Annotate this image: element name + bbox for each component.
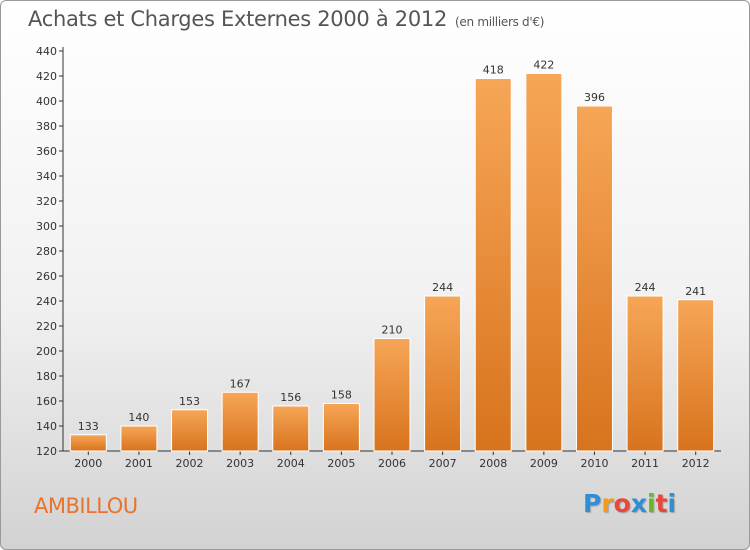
y-tick-label: 220 xyxy=(36,320,57,333)
data-label-2004: 156 xyxy=(280,391,301,404)
logo-letter: i xyxy=(647,489,656,518)
x-tick-label: 2000 xyxy=(74,457,102,470)
bar-2008 xyxy=(474,78,512,452)
bar-2007 xyxy=(424,295,462,452)
bar-2005 xyxy=(322,403,360,452)
data-label-2001: 140 xyxy=(128,411,149,424)
y-tick-label: 300 xyxy=(36,220,57,233)
y-tick-label: 320 xyxy=(36,195,57,208)
y-tick-label: 420 xyxy=(36,70,57,83)
proxiti-logo[interactable]: Proxiti xyxy=(583,489,676,518)
data-label-2009: 422 xyxy=(533,59,554,72)
chart-title: Achats et Charges Externes 2000 à 2012 (e… xyxy=(28,7,544,31)
title-text: Achats et Charges Externes 2000 à 2012 xyxy=(28,7,448,31)
y-tick-label: 280 xyxy=(36,245,57,258)
data-label-2003: 167 xyxy=(230,377,251,390)
y-axis: 120 140 160 180 200 220 240 260 280 300 320 340 360 3… xyxy=(36,45,64,458)
x-tick-label: 2003 xyxy=(226,457,254,470)
x-tick-label: 2006 xyxy=(378,457,406,470)
bar-2001 xyxy=(120,425,158,452)
data-label-2006: 210 xyxy=(382,324,403,337)
x-tick-label: 2010 xyxy=(580,457,608,470)
y-tick-label: 180 xyxy=(36,370,57,383)
bar-2002 xyxy=(171,409,209,452)
y-tick-label: 240 xyxy=(36,295,57,308)
logo-letter: r xyxy=(601,489,614,518)
y-tick-label: 140 xyxy=(36,420,57,433)
y-tick-label: 380 xyxy=(36,120,57,133)
bar-2004 xyxy=(272,405,310,452)
bar-2003 xyxy=(221,391,259,452)
data-label-2011: 244 xyxy=(635,281,656,294)
y-tick-label: 260 xyxy=(36,270,57,283)
bar-2012 xyxy=(677,299,715,452)
data-label-2002: 153 xyxy=(179,395,200,408)
logo-letter: i xyxy=(667,489,677,518)
y-tick-label: 440 xyxy=(36,45,57,58)
logo-letter: x xyxy=(630,489,647,518)
data-label-2012: 241 xyxy=(685,285,706,298)
bar-2010 xyxy=(575,105,613,452)
bar-2011 xyxy=(626,295,664,452)
data-label-2010: 396 xyxy=(584,91,605,104)
y-tick-label: 340 xyxy=(36,170,57,183)
data-label-2007: 244 xyxy=(432,281,453,294)
logo-letter: o xyxy=(613,489,631,518)
x-tick-label: 2008 xyxy=(479,457,507,470)
x-tick-label: 2011 xyxy=(631,457,659,470)
logo-letter: P xyxy=(583,489,602,518)
x-tick-label: 2009 xyxy=(530,457,558,470)
y-tick-label: 120 xyxy=(36,445,57,458)
data-label-2005: 158 xyxy=(331,389,352,402)
bar-2009 xyxy=(525,73,563,452)
y-tick-label: 160 xyxy=(36,395,57,408)
unit-label: (en milliers d'€) xyxy=(455,15,545,29)
x-axis: 2000 2001 2002 2003 2004 2005 2006 2007 2008 2009… xyxy=(63,450,721,470)
data-label-2008: 418 xyxy=(483,64,504,77)
logo-letter: t xyxy=(655,489,668,518)
data-labels: 133 140 153 167 156 158 210 244 418 422 396 244 241 xyxy=(78,59,706,433)
data-label-2000: 133 xyxy=(78,420,99,433)
x-tick-label: 2012 xyxy=(682,457,710,470)
x-tick-label: 2007 xyxy=(429,457,457,470)
x-tick-label: 2002 xyxy=(176,457,204,470)
commune-name: AMBILLOU xyxy=(34,494,138,518)
bars xyxy=(69,73,715,452)
bar-2000 xyxy=(69,434,107,452)
y-tick-label: 360 xyxy=(36,145,57,158)
y-tick-label: 200 xyxy=(36,345,57,358)
x-tick-label: 2005 xyxy=(327,457,355,470)
bar-2006 xyxy=(373,338,411,452)
x-tick-label: 2001 xyxy=(125,457,153,470)
x-tick-label: 2004 xyxy=(277,457,305,470)
y-tick-label: 400 xyxy=(36,95,57,108)
